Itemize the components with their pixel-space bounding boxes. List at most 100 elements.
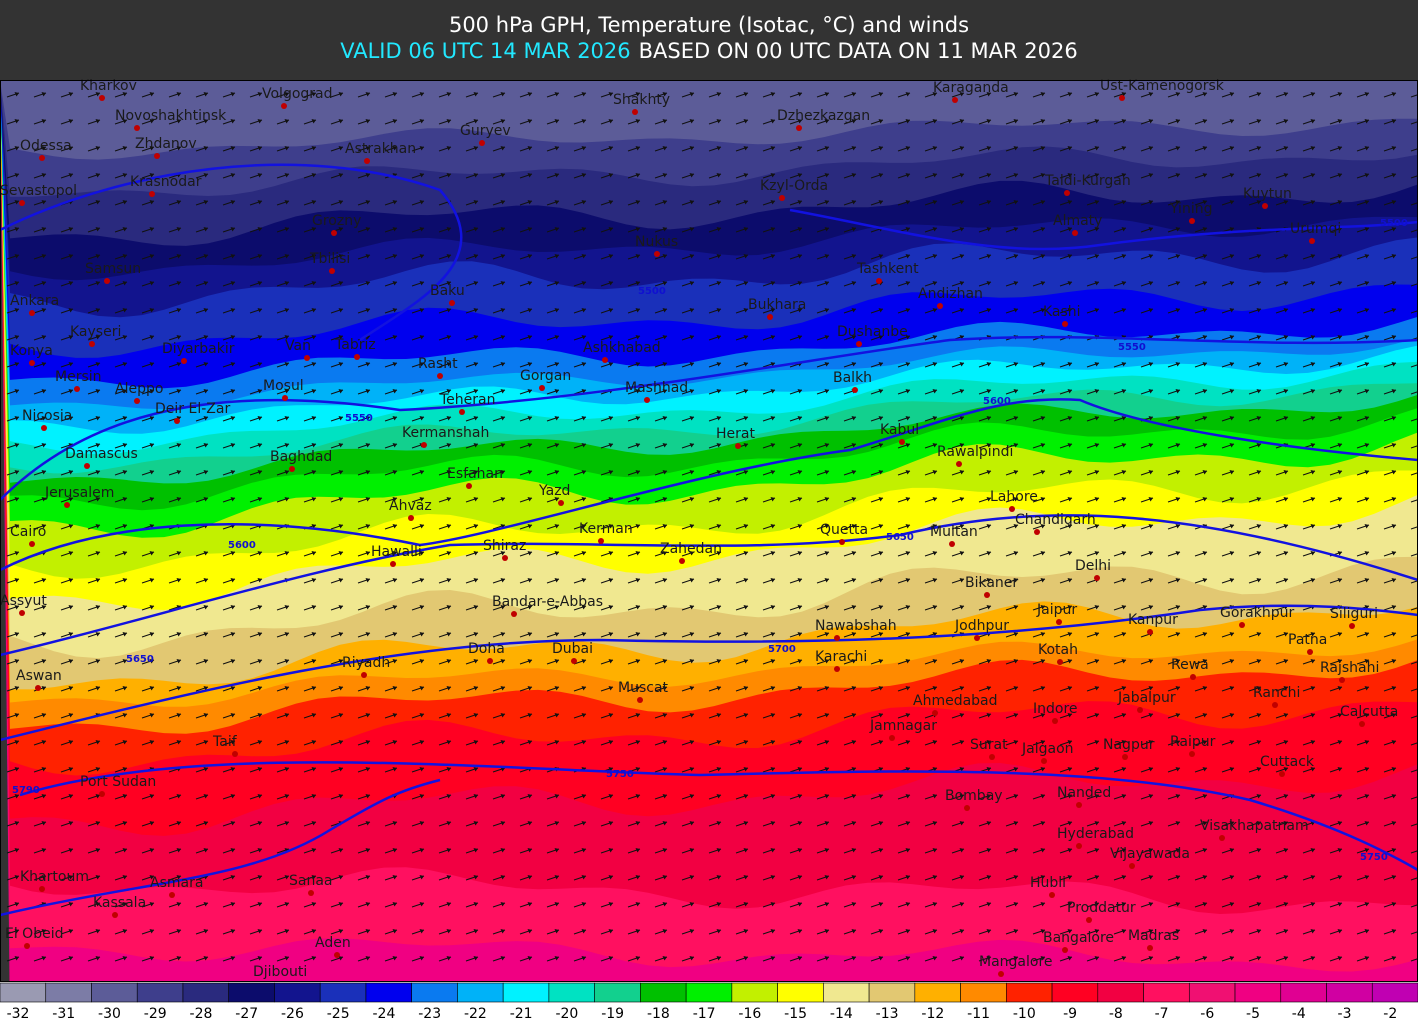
city-dot xyxy=(421,442,427,448)
city-label: Bikaner xyxy=(965,575,1018,591)
city-dot xyxy=(1309,238,1315,244)
header-bar xyxy=(0,0,1418,80)
city-label: Samsun xyxy=(85,261,141,277)
city-label: Rasht xyxy=(418,356,458,372)
city-label: Andizhan xyxy=(918,286,983,302)
legend-swatch xyxy=(1234,982,1282,1003)
city-dot xyxy=(308,890,314,896)
city-label: Aden xyxy=(315,935,351,951)
city-dot xyxy=(331,230,337,236)
city-dot xyxy=(334,952,340,958)
city-label: Teheran xyxy=(439,392,495,408)
legend-label: -18 xyxy=(647,1006,670,1022)
city-label: Port Sudan xyxy=(80,774,156,790)
city-label: Multan xyxy=(930,524,978,540)
city-label: Odessa xyxy=(20,138,72,154)
legend-label: -11 xyxy=(967,1006,990,1022)
legend-swatch xyxy=(868,982,916,1003)
city-dot xyxy=(19,610,25,616)
city-dot xyxy=(134,125,140,131)
contour-label: 5600 xyxy=(983,396,1011,407)
city-dot xyxy=(984,592,990,598)
city-label: Jerusalem xyxy=(44,485,114,501)
legend-swatch xyxy=(91,982,138,1003)
city-dot xyxy=(181,358,187,364)
city-dot xyxy=(99,95,105,101)
city-label: Tashkent xyxy=(856,261,919,277)
legend-swatch xyxy=(365,982,412,1003)
city-dot xyxy=(466,483,472,489)
contour-line xyxy=(0,335,1418,501)
city-label: Bombay xyxy=(945,788,1003,804)
city-dot xyxy=(637,697,643,703)
city-label: Kassala xyxy=(93,895,146,911)
city-label: Krasnodar xyxy=(130,174,202,190)
city-label: Kabul xyxy=(880,422,919,438)
city-label: Karachi xyxy=(815,649,867,665)
city-dot xyxy=(1072,230,1078,236)
city-dot xyxy=(174,418,180,424)
city-dot xyxy=(41,425,47,431)
city-label: Kermanshah xyxy=(402,425,489,441)
city-label: Jodhpur xyxy=(954,618,1009,634)
legend-swatch xyxy=(319,982,367,1003)
city-label: Taldi-Kurgan xyxy=(1044,173,1131,189)
legend-swatch xyxy=(182,982,230,1003)
city-dot xyxy=(1147,945,1153,951)
legend-label: -25 xyxy=(327,1006,350,1022)
legend-label: -7 xyxy=(1155,1006,1169,1022)
subtitle: VALID 06 UTC 14 MAR 2026 BASED ON 00 UTC … xyxy=(340,39,1078,63)
city-dot xyxy=(558,500,564,506)
city-label: Nanded xyxy=(1057,785,1111,801)
city-dot xyxy=(361,672,367,678)
city-label: Rawalpindi xyxy=(937,444,1013,460)
legend-swatch xyxy=(960,982,1007,1003)
contour-line xyxy=(0,604,1418,742)
city-label: Tabriz xyxy=(334,337,376,353)
city-label: Rajshahi xyxy=(1320,660,1379,676)
city-dot xyxy=(1009,506,1015,512)
city-dot xyxy=(834,635,840,641)
city-label: Sanaa xyxy=(289,873,333,889)
city-dot xyxy=(364,158,370,164)
city-dot xyxy=(304,355,310,361)
legend-label: -27 xyxy=(235,1006,258,1022)
city-dot xyxy=(104,278,110,284)
city-dot xyxy=(64,502,70,508)
legend-label: -10 xyxy=(1013,1006,1036,1022)
city-label: Kanpur xyxy=(1128,612,1178,628)
city-dot xyxy=(74,386,80,392)
city-dot xyxy=(679,558,685,564)
city-dot xyxy=(29,360,35,366)
legend-swatch xyxy=(640,982,687,1003)
city-label: Indore xyxy=(1033,701,1078,717)
city-label: Balkh xyxy=(833,370,872,386)
city-label: Taif xyxy=(212,734,238,750)
contour-label: 5750 xyxy=(1360,852,1388,863)
city-label: Novoshakhtinsk xyxy=(115,108,227,124)
contour-label: 5750 xyxy=(606,769,634,780)
city-label: Aleppo xyxy=(115,381,163,397)
legend-label: -22 xyxy=(464,1006,487,1022)
city-dot xyxy=(1122,754,1128,760)
city-label: Hubli xyxy=(1030,875,1066,891)
legend-label: -12 xyxy=(921,1006,944,1022)
legend-label: -24 xyxy=(372,1006,395,1022)
city-label: Cuttack xyxy=(1260,754,1315,770)
city-label: Riyadh xyxy=(342,655,390,671)
city-dot xyxy=(856,341,862,347)
city-dot xyxy=(852,387,858,393)
contour-line xyxy=(0,514,1418,657)
city-dot xyxy=(598,538,604,544)
legend-swatch xyxy=(1326,982,1373,1003)
city-label: Delhi xyxy=(1075,558,1111,574)
city-dot xyxy=(354,354,360,360)
legend-swatch xyxy=(1097,982,1144,1003)
city-dot xyxy=(632,109,638,115)
city-dot xyxy=(1190,674,1196,680)
city-label: El Obeid xyxy=(5,926,63,942)
city-labels: Kharkov Volgograd Novoshakhtinsk Odessa Zhda… xyxy=(0,78,1398,987)
color-legend: -32 -31 -30 -29 -28 -27 -26 -25 -24 -23 -22 -21 -20 -… xyxy=(0,982,1418,1024)
city-label: Baghdad xyxy=(270,449,332,465)
city-label: Ashkhabad xyxy=(583,340,661,356)
